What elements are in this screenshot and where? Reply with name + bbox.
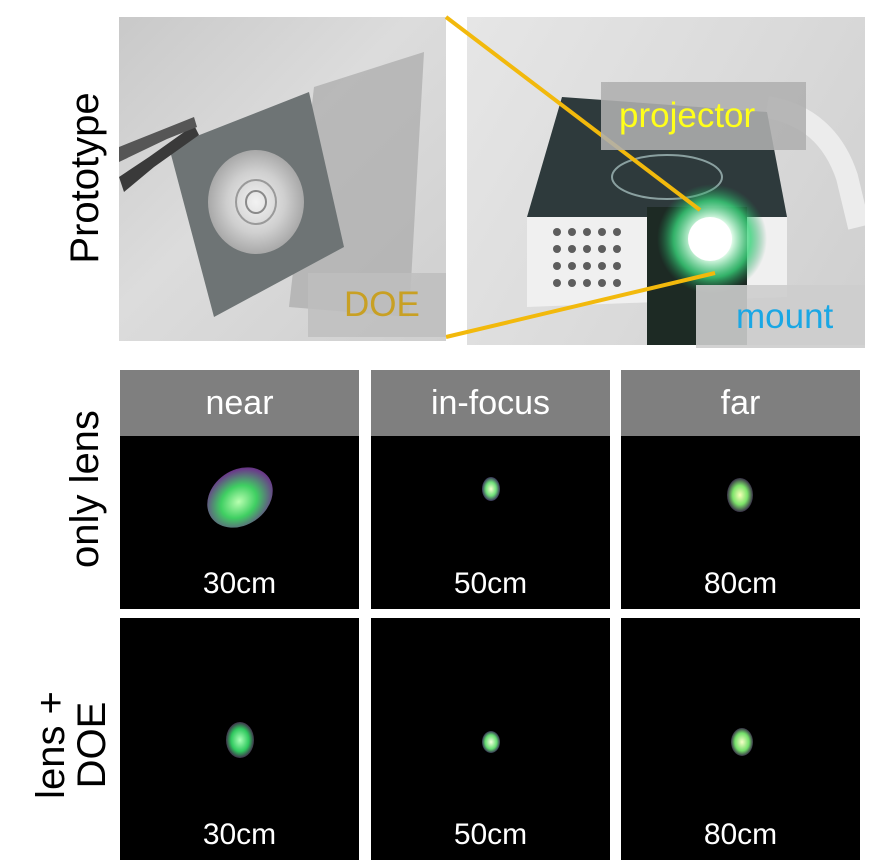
distance-label: 30cm: [202, 567, 277, 600]
psf-spot: [731, 728, 753, 756]
column-header-near: near: [120, 370, 359, 436]
distance-label: 30cm: [202, 818, 277, 851]
distance-label: 80cm: [703, 818, 778, 851]
column-header-in-focus: in-focus: [371, 370, 610, 436]
tile-only-lens-near: near 30cm: [120, 370, 359, 609]
doe-label: DOE: [308, 273, 446, 337]
distance-label: 50cm: [453, 567, 528, 600]
doe-photo: [119, 17, 446, 341]
psf-spot: [482, 477, 500, 501]
tile-only-lens-far: far 80cm: [621, 370, 860, 609]
psf-spot: [226, 722, 254, 758]
tile-only-lens-in-focus: in-focus 50cm: [371, 370, 610, 609]
projector-label: projector: [601, 82, 806, 150]
tile-lens-doe-far: 80cm: [621, 618, 860, 860]
tile-lens-doe-near: 30cm: [120, 618, 359, 860]
distance-label: 80cm: [703, 567, 778, 600]
distance-label: 50cm: [453, 818, 528, 851]
tile-lens-doe-in-focus: 50cm: [371, 618, 610, 860]
doe-illustration: [119, 52, 424, 317]
mount-label: mount: [696, 285, 865, 348]
psf-spot: [195, 454, 285, 541]
psf-spot: [727, 478, 753, 512]
psf-spot: [482, 731, 500, 753]
column-header-far: far: [621, 370, 860, 436]
